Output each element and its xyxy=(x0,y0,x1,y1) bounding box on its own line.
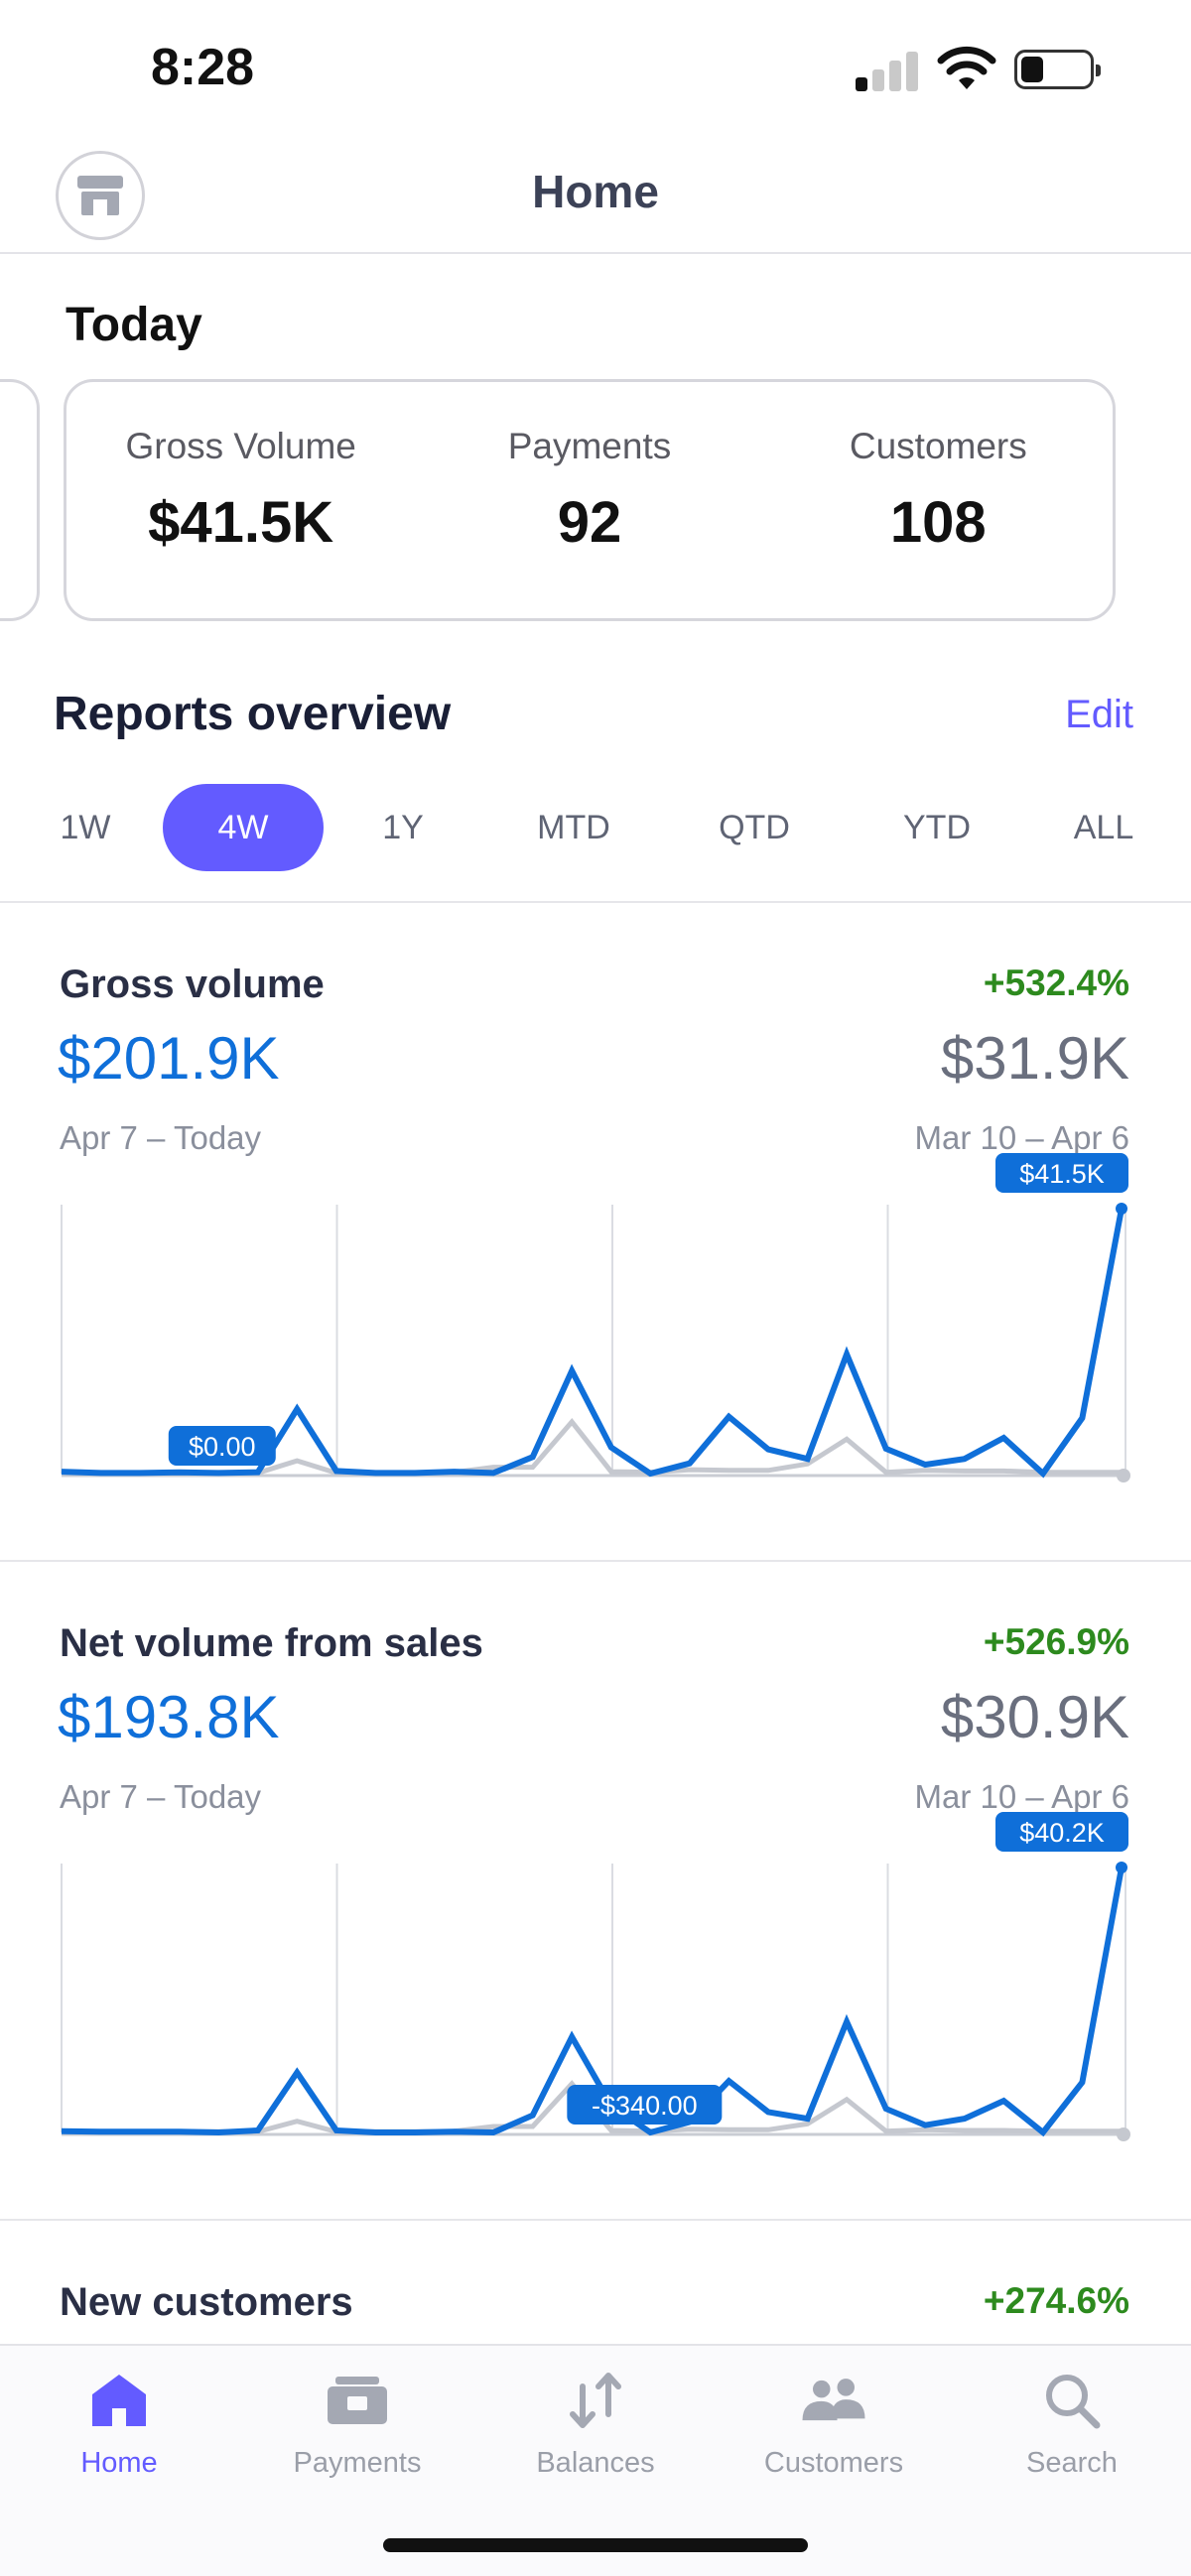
tab-label: Customers xyxy=(763,2447,904,2479)
period-tab-1y[interactable]: 1Y xyxy=(382,809,424,846)
tab-customers[interactable]: Customers xyxy=(734,2366,933,2505)
account-button[interactable] xyxy=(56,151,145,240)
search-icon xyxy=(1046,2375,1101,2429)
tab-bar: Home Payments Balances xyxy=(0,2344,1191,2576)
page-title: Home xyxy=(532,166,659,217)
edit-reports-button[interactable]: Edit xyxy=(1065,693,1133,736)
metric-customers: Customers 108 xyxy=(764,382,1113,618)
previous-end-dot xyxy=(1117,1469,1130,1482)
tooltip-low-value: $0.00 xyxy=(168,1426,276,1466)
metric-value: 92 xyxy=(557,490,622,555)
status-time: 8:28 xyxy=(151,39,255,96)
tab-search[interactable]: Search xyxy=(973,2366,1171,2505)
net-volume-chart[interactable]: $40.2K -$340.00 xyxy=(0,1621,1191,2217)
series-end-dot xyxy=(1116,1203,1127,1215)
report-change-new-customers: +274.6% xyxy=(983,2280,1129,2321)
report-range: Apr 7 – Today xyxy=(60,1119,262,1156)
metric-value: $41.5K xyxy=(148,490,334,555)
series-line-current xyxy=(61,1867,1125,2137)
report-value: $193.8K xyxy=(58,1684,280,1750)
tab-label: Search xyxy=(1026,2447,1118,2479)
tooltip-end-value: $40.2K xyxy=(995,1812,1128,1852)
status-bar: 8:28 xyxy=(0,0,1191,139)
customers-icon xyxy=(802,2379,865,2421)
tab-label: Balances xyxy=(536,2447,655,2479)
metric-label: Gross Volume xyxy=(125,426,356,466)
tab-balances[interactable]: Balances xyxy=(496,2366,695,2505)
svg-text:$41.5K: $41.5K xyxy=(1019,1159,1105,1189)
report-card-net-volume[interactable]: Net volume from sales +526.9% $193.8K $3… xyxy=(0,1621,1191,2217)
period-tab-1w[interactable]: 1W xyxy=(60,809,111,846)
tooltip-low-value: -$340.00 xyxy=(567,2085,723,2125)
payments-icon xyxy=(328,2377,387,2424)
report-previous-value: $30.9K xyxy=(940,1684,1129,1750)
report-range: Apr 7 – Today xyxy=(60,1778,262,1815)
store-icon xyxy=(77,176,123,215)
wifi-icon xyxy=(937,46,996,89)
period-selector: 1W 4W 1Y MTD QTD YTD ALL xyxy=(30,784,1181,871)
tooltip-end-value: $41.5K xyxy=(995,1153,1128,1193)
tab-label: Payments xyxy=(293,2447,422,2479)
report-previous-range: Mar 10 – Apr 6 xyxy=(914,1778,1129,1815)
metric-payments: Payments 92 xyxy=(415,382,763,618)
series-end-dot xyxy=(1116,1862,1127,1873)
metric-value: 108 xyxy=(889,490,987,555)
previous-end-dot xyxy=(1117,2127,1130,2141)
battery-icon xyxy=(1014,50,1101,89)
home-icon xyxy=(92,2375,146,2426)
previous-summary-card[interactable] xyxy=(0,379,40,621)
report-title: Net volume from sales xyxy=(60,1621,483,1665)
reports-heading: Reports overview xyxy=(54,688,452,740)
metric-label: Payments xyxy=(507,426,672,466)
period-tab-all[interactable]: ALL xyxy=(1073,809,1134,846)
app-header: Home xyxy=(0,139,1191,254)
divider xyxy=(0,901,1191,903)
report-change: +532.4% xyxy=(983,963,1129,1003)
metric-gross-volume: Gross Volume $41.5K xyxy=(66,382,415,618)
divider xyxy=(0,1560,1191,1562)
svg-text:-$340.00: -$340.00 xyxy=(592,2091,698,2121)
today-heading: Today xyxy=(66,299,202,351)
report-change: +526.9% xyxy=(983,1621,1129,1662)
cellular-signal-icon xyxy=(856,48,919,91)
period-tab-4w[interactable]: 4W xyxy=(163,784,324,871)
series-line-current xyxy=(61,1208,1125,1479)
home-indicator xyxy=(383,2538,808,2552)
period-tab-ytd[interactable]: YTD xyxy=(903,809,971,846)
svg-text:$40.2K: $40.2K xyxy=(1019,1818,1105,1848)
report-previous-value: $31.9K xyxy=(940,1025,1129,1092)
balances-icon xyxy=(570,2373,621,2428)
report-title-new-customers[interactable]: New customers xyxy=(60,2280,353,2324)
svg-text:$0.00: $0.00 xyxy=(189,1432,256,1462)
tab-home[interactable]: Home xyxy=(20,2366,218,2505)
report-title: Gross volume xyxy=(60,963,325,1006)
period-tab-qtd[interactable]: QTD xyxy=(719,809,790,846)
period-tab-mtd[interactable]: MTD xyxy=(537,809,610,846)
report-previous-range: Mar 10 – Apr 6 xyxy=(914,1119,1129,1156)
tab-label: Home xyxy=(80,2447,158,2479)
metric-label: Customers xyxy=(849,426,1027,466)
today-summary-card[interactable]: Gross Volume $41.5K Payments 92 Customer… xyxy=(64,379,1116,621)
report-card-gross-volume[interactable]: Gross volume +532.4% $201.9K $31.9K Apr … xyxy=(0,963,1191,1558)
tab-payments[interactable]: Payments xyxy=(258,2366,457,2505)
gross-volume-chart[interactable]: $41.5K $0.00 xyxy=(0,963,1191,1558)
report-value: $201.9K xyxy=(58,1025,280,1092)
divider xyxy=(0,2219,1191,2221)
